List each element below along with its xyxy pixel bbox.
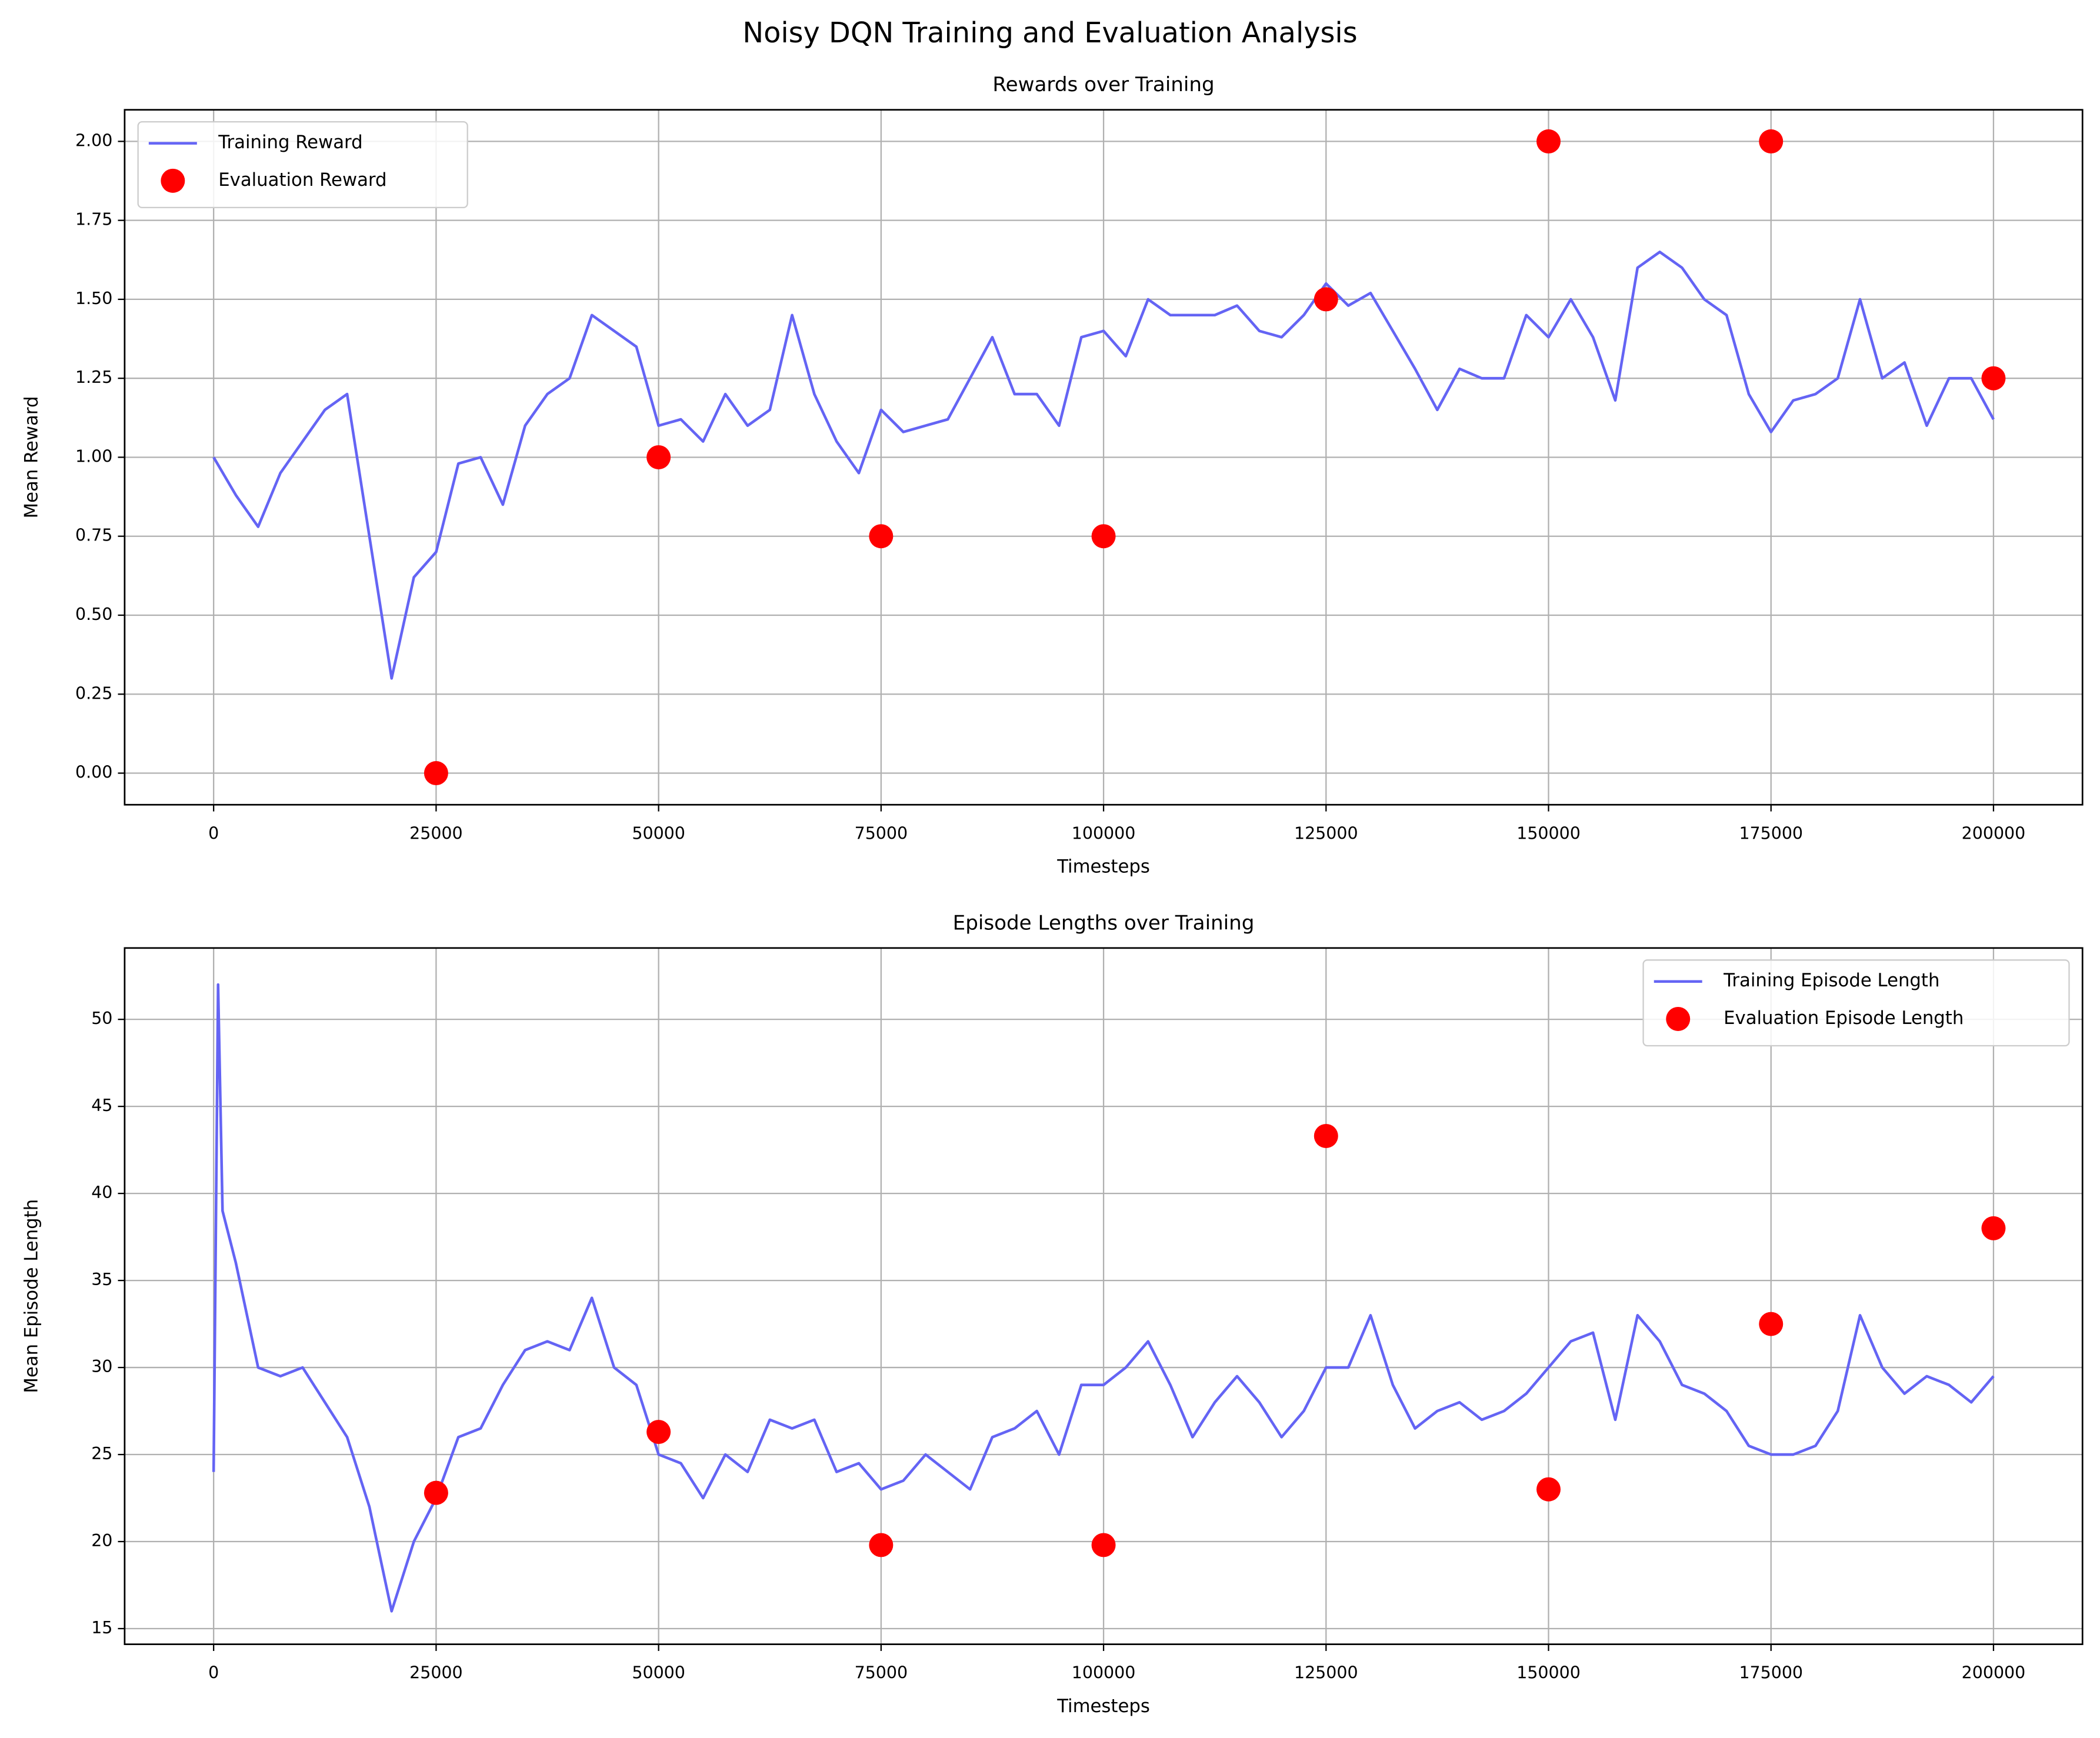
legend-swatch [1666, 1006, 1691, 1031]
x-tick-label: 25000 [409, 1663, 462, 1683]
y-tick-label: 0.25 [75, 683, 112, 703]
evaluation-point [1314, 1123, 1338, 1148]
training-line [212, 983, 1995, 1613]
evaluation-point [424, 1480, 448, 1505]
legend: Training Reward Evaluation Reward [137, 121, 468, 209]
evaluation-point [1981, 366, 2006, 391]
x-tick-label: 175000 [1739, 1663, 1803, 1683]
evaluation-point [646, 1420, 671, 1445]
plot-frame [124, 947, 2084, 1646]
y-axis-label: Mean Episode Length [21, 1199, 42, 1393]
legend-frame [1642, 959, 2070, 1047]
y-tick-label: 0.75 [75, 526, 112, 545]
x-tick-label: 25000 [409, 823, 462, 843]
y-tick-label: 2.00 [75, 131, 112, 150]
y-axis-label: Mean Reward [21, 396, 42, 519]
figure-title: Noisy DQN Training and Evaluation Analys… [742, 17, 1357, 49]
y-tick-label: 0.00 [75, 763, 112, 782]
x-tick-label: 150000 [1516, 1663, 1581, 1683]
evaluation-point [1091, 1533, 1116, 1557]
x-tick-label: 100000 [1072, 1663, 1136, 1683]
evaluation-point [1536, 1477, 1561, 1502]
legend-label: Training Episode Length [1723, 970, 1939, 991]
evaluation-point [424, 761, 448, 786]
chart-title: Episode Lengths over Training [953, 911, 1255, 935]
y-tick-label: 1.50 [75, 289, 112, 308]
y-tick-label: 50 [91, 1009, 112, 1028]
evaluation-point [1759, 129, 1784, 154]
x-tick-label: 200000 [1962, 1663, 2026, 1683]
x-tick-label: 0 [208, 1663, 219, 1683]
y-tick-label: 25 [91, 1444, 112, 1463]
y-tick-label: 1.75 [75, 210, 112, 229]
x-tick-label: 50000 [632, 1663, 685, 1683]
plot-frame [124, 109, 2084, 806]
y-tick-label: 45 [91, 1096, 112, 1115]
legend: Training Episode Length Evaluation Episod… [1642, 959, 2070, 1047]
x-tick-label: 175000 [1739, 823, 1803, 843]
evaluation-point [1091, 524, 1116, 549]
x-tick-label: 100000 [1072, 823, 1136, 843]
y-tick-label: 30 [91, 1357, 112, 1376]
y-tick-label: 1.25 [75, 368, 112, 387]
x-axis-label: Timesteps [1056, 856, 1150, 878]
y-tick-label: 40 [91, 1183, 112, 1202]
x-tick-label: 125000 [1294, 1663, 1358, 1683]
y-tick-label: 1.00 [75, 446, 112, 466]
x-axis-label: Timesteps [1056, 1696, 1150, 1717]
y-tick-label: 0.50 [75, 605, 112, 624]
training-line [212, 251, 1995, 680]
x-tick-label: 0 [208, 823, 219, 843]
chart-title: Rewards over Training [992, 73, 1214, 96]
x-tick-label: 50000 [632, 823, 685, 843]
evaluation-point [1981, 1216, 2006, 1240]
y-tick-label: 35 [91, 1270, 112, 1289]
x-tick-label: 75000 [855, 823, 908, 843]
y-tick-label: 15 [91, 1618, 112, 1637]
legend-swatch [161, 168, 185, 193]
evaluation-point [1536, 129, 1561, 154]
evaluation-point [1314, 287, 1338, 312]
legend-label: Evaluation Episode Length [1724, 1008, 1964, 1029]
x-tick-label: 150000 [1516, 823, 1581, 843]
x-tick-label: 125000 [1294, 823, 1358, 843]
x-tick-label: 75000 [855, 1663, 908, 1683]
evaluation-point [869, 1533, 894, 1557]
y-tick-label: 20 [91, 1531, 112, 1550]
legend-label: Evaluation Reward [218, 169, 386, 191]
evaluation-point [646, 445, 671, 469]
x-tick-label: 200000 [1962, 823, 2026, 843]
legend-label: Training Reward [218, 132, 362, 153]
evaluation-point [869, 524, 894, 549]
legend-frame [137, 121, 468, 209]
evaluation-point [1759, 1312, 1784, 1336]
